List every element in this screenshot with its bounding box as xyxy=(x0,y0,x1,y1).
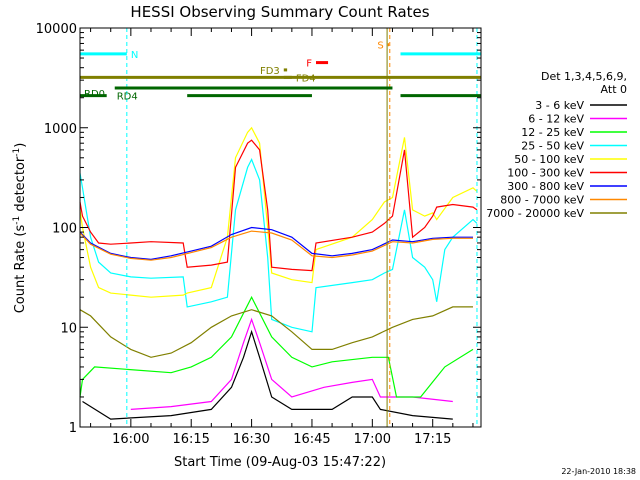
legend-label: 25 - 50 keV xyxy=(521,140,584,153)
mode-bar-label: FD4 xyxy=(296,73,316,84)
x-axis-label: Start Time (09-Aug-03 15:47:22) xyxy=(174,455,386,470)
x-tick-label: 16:30 xyxy=(233,432,270,447)
series-line-100-300-kev xyxy=(79,139,478,272)
series-line-12-25-kev xyxy=(79,295,474,398)
mode-bar-label: N xyxy=(131,50,138,61)
y-label-part: detector xyxy=(13,156,28,216)
series-line-6-12-kev xyxy=(130,317,453,410)
y-label-exp: -1 xyxy=(12,216,22,225)
chart-title: HESSI Observing Summary Count Rates xyxy=(130,3,429,21)
x-tick-labels: 16:00 16:15 16:30 16:45 17:00 17:15 xyxy=(112,432,451,447)
legend-label: 50 - 100 keV xyxy=(514,153,584,166)
mode-bar-label: FD3 xyxy=(260,66,280,77)
legend-label: 7000 - 20000 keV xyxy=(486,207,584,220)
x-tick-label: 17:15 xyxy=(414,432,451,447)
y-label-exp: -1 xyxy=(12,148,22,157)
axis-ticks xyxy=(80,27,481,428)
legend-header: Att 0 xyxy=(601,83,627,96)
legend-label: 100 - 300 keV xyxy=(507,167,584,180)
y-tick-label: 100 xyxy=(52,222,77,237)
x-tick-label: 16:15 xyxy=(172,432,209,447)
y-tick-labels: 1 10 100 1000 10000 xyxy=(36,22,77,436)
x-tick-label: 16:45 xyxy=(293,432,330,447)
y-axis-label: Count Rate (s-1 detector-1) xyxy=(12,143,28,314)
series-line-3-6-kev xyxy=(82,329,453,420)
y-tick-label: 1 xyxy=(69,421,77,436)
y-tick-label: 10 xyxy=(60,321,77,336)
mode-bar-label: S xyxy=(377,41,383,52)
legend-label: 6 - 12 keV xyxy=(528,113,584,126)
y-tick-label: 1000 xyxy=(44,122,77,137)
legend-header: Det 1,3,4,5,6,9, xyxy=(541,70,627,83)
x-tick-label: 17:00 xyxy=(354,432,391,447)
legend-label: 3 - 6 keV xyxy=(535,99,584,112)
series-line-800-7000-kev xyxy=(79,230,473,261)
series-line-50-100-kev xyxy=(79,126,478,298)
annotation-bars: NRD0RD4FD3FD4FS xyxy=(80,41,481,103)
legend-label: 800 - 7000 keV xyxy=(500,194,584,207)
series-line-300-800-kev xyxy=(79,226,473,260)
mode-bar-label: F xyxy=(306,59,312,70)
y-label-part: ) xyxy=(13,143,28,148)
y-label-part: Count Rate (s xyxy=(13,225,28,314)
series-line-7000-20000-kev xyxy=(79,306,473,358)
legend-label: 300 - 800 keV xyxy=(507,180,584,193)
footer-timestamp: 22-Jan-2010 18:38 xyxy=(561,467,636,476)
mode-bar-label: RD4 xyxy=(117,92,138,103)
legend-label: 12 - 25 keV xyxy=(521,126,584,139)
x-tick-label: 16:00 xyxy=(112,432,149,447)
y-tick-label: 10000 xyxy=(36,22,77,37)
series-line-25-50-kev xyxy=(79,158,478,333)
